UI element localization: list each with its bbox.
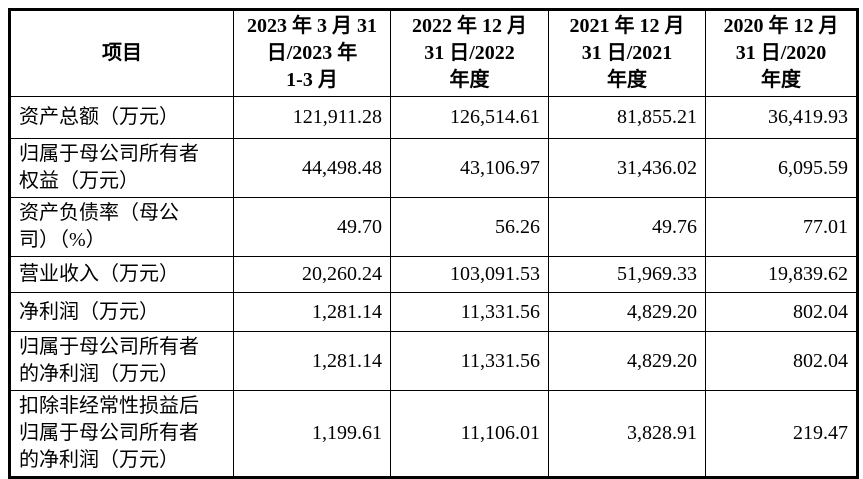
cell-value: 6,095.59 xyxy=(705,138,858,198)
cell-value: 20,260.24 xyxy=(233,256,391,293)
row-label: 资产负债率（母公 司）（%） xyxy=(9,197,234,257)
cell-value: 43,106.97 xyxy=(390,138,549,198)
table-row-total-assets: 资产总额（万元） 121,911.28 126,514.61 81,855.21… xyxy=(9,96,858,139)
cell-value: 802.04 xyxy=(705,331,858,391)
cell-value: 3,828.91 xyxy=(548,390,706,478)
header-row: 项目 2023 年 3 月 31 日/2023 年 1-3 月 2022 年 1… xyxy=(9,9,858,97)
cell-value: 36,419.93 xyxy=(705,96,858,139)
cell-value: 126,514.61 xyxy=(390,96,549,139)
row-label: 归属于母公司所有者 权益（万元） xyxy=(9,138,234,198)
cell-value: 219.47 xyxy=(705,390,858,478)
cell-value: 4,829.20 xyxy=(548,331,706,391)
cell-value: 49.76 xyxy=(548,197,706,257)
table-row-parent-net-profit: 归属于母公司所有者 的净利润（万元） 1,281.14 11,331.56 4,… xyxy=(9,331,858,391)
cell-value: 1,199.61 xyxy=(233,390,391,478)
cell-value: 802.04 xyxy=(705,292,858,332)
column-header-2021: 2021 年 12 月 31 日/2021 年度 xyxy=(548,9,706,97)
cell-value: 31,436.02 xyxy=(548,138,706,198)
column-header-2020: 2020 年 12 月 31 日/2020 年度 xyxy=(705,9,858,97)
cell-value: 1,281.14 xyxy=(233,292,391,332)
table-row-debt-ratio: 资产负债率（母公 司）（%） 49.70 56.26 49.76 77.01 xyxy=(9,197,858,257)
financial-summary-table: 项目 2023 年 3 月 31 日/2023 年 1-3 月 2022 年 1… xyxy=(8,8,859,479)
cell-value: 121,911.28 xyxy=(233,96,391,139)
cell-value: 1,281.14 xyxy=(233,331,391,391)
column-header-2023: 2023 年 3 月 31 日/2023 年 1-3 月 xyxy=(233,9,391,97)
cell-value: 11,331.56 xyxy=(390,331,549,391)
cell-value: 4,829.20 xyxy=(548,292,706,332)
table-row-net-profit: 净利润（万元） 1,281.14 11,331.56 4,829.20 802.… xyxy=(9,292,858,332)
cell-value: 11,106.01 xyxy=(390,390,549,478)
cell-value: 103,091.53 xyxy=(390,256,549,293)
row-label: 营业收入（万元） xyxy=(9,256,234,293)
row-label: 资产总额（万元） xyxy=(9,96,234,139)
cell-value: 81,855.21 xyxy=(548,96,706,139)
cell-value: 49.70 xyxy=(233,197,391,257)
cell-value: 44,498.48 xyxy=(233,138,391,198)
column-header-2022: 2022 年 12 月 31 日/2022 年度 xyxy=(390,9,549,97)
cell-value: 56.26 xyxy=(390,197,549,257)
table-row-deducted-net-profit: 扣除非经常性损益后 归属于母公司所有者 的净利润（万元） 1,199.61 11… xyxy=(9,390,858,478)
row-label: 净利润（万元） xyxy=(9,292,234,332)
table-row-revenue: 营业收入（万元） 20,260.24 103,091.53 51,969.33 … xyxy=(9,256,858,293)
cell-value: 11,331.56 xyxy=(390,292,549,332)
row-label: 扣除非经常性损益后 归属于母公司所有者 的净利润（万元） xyxy=(9,390,234,478)
table-row-parent-equity: 归属于母公司所有者 权益（万元） 44,498.48 43,106.97 31,… xyxy=(9,138,858,198)
cell-value: 51,969.33 xyxy=(548,256,706,293)
cell-value: 19,839.62 xyxy=(705,256,858,293)
cell-value: 77.01 xyxy=(705,197,858,257)
row-label: 归属于母公司所有者 的净利润（万元） xyxy=(9,331,234,391)
column-header-item: 项目 xyxy=(9,9,234,97)
